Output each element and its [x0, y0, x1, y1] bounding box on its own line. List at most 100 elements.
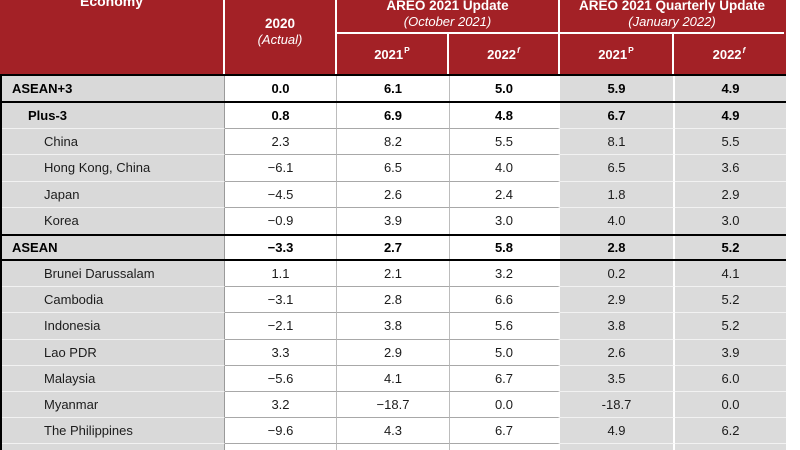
- areo-update-title: AREO 2021 Update: [386, 0, 509, 13]
- value-cell: 0.0: [675, 391, 786, 419]
- economy-cell: Hong Kong, China: [2, 155, 225, 182]
- value-cell: 2.4: [450, 181, 560, 208]
- table-row: Japan −4.5 2.6 2.4 1.8 2.9: [2, 181, 786, 208]
- value-cell: 4.1: [675, 260, 786, 288]
- value-cell: 0.0: [225, 76, 337, 101]
- value-cell: 2.9: [560, 287, 675, 314]
- header-2020-cell: 2020 (Actual): [225, 0, 337, 74]
- economy-cell: Indonesia: [2, 313, 225, 340]
- table-row: Korea −0.9 3.9 3.0 4.0 3.0: [2, 207, 786, 234]
- value-cell: 4.0: [450, 155, 560, 182]
- value-cell: 1.1: [225, 260, 337, 288]
- value-cell: −2.1: [225, 313, 337, 340]
- value-cell: [225, 444, 337, 450]
- value-cell: [675, 444, 786, 450]
- value-cell: 5.9: [560, 76, 675, 101]
- header-2020-actual: (Actual): [257, 32, 303, 47]
- economy-cell: ASEAN+3: [2, 76, 225, 101]
- value-cell: 2.6: [337, 181, 450, 208]
- value-cell: 4.1: [337, 365, 450, 392]
- value-cell: 2.1: [337, 260, 450, 288]
- economy-cell: Plus-3: [2, 103, 225, 130]
- table-row: Hong Kong, China −6.1 6.5 4.0 6.5 3.6: [2, 155, 786, 182]
- value-cell: 4.9: [560, 418, 675, 445]
- header-2021p-jan: 2021 P: [560, 34, 674, 74]
- value-cell: 2.8: [560, 235, 675, 259]
- header-2022f-jan: 2022 f: [712, 45, 746, 62]
- table-row: Lao PDR 3.3 2.9 5.0 2.6 3.9: [2, 339, 786, 366]
- header-group-areo-update: AREO 2021 Update (October 2021) 2021 P 20…: [337, 0, 560, 74]
- table-row: Malaysia −5.6 4.1 6.7 3.5 6.0: [2, 365, 786, 392]
- value-cell: 6.9: [337, 103, 450, 130]
- value-cell: 3.6: [675, 155, 786, 182]
- value-cell: 2.3: [225, 129, 337, 156]
- value-cell: 6.5: [560, 155, 675, 182]
- quarterly-update-title-cell: AREO 2021 Quarterly Update (January 2022…: [560, 0, 784, 34]
- value-cell: 3.9: [675, 339, 786, 366]
- table-row: Myanmar 3.2 −18.7 0.0 -18.7 0.0: [2, 391, 786, 419]
- areo-update-title-cell: AREO 2021 Update (October 2021): [337, 0, 558, 34]
- value-cell: 3.9: [337, 207, 450, 234]
- table-row: ASEAN+3 0.0 6.1 5.0 5.9 4.9: [2, 76, 786, 103]
- table-row: Brunei Darussalam 1.1 2.1 3.2 0.2 4.1: [2, 260, 786, 288]
- value-cell: −0.9: [225, 207, 337, 234]
- value-cell: -18.7: [560, 391, 675, 419]
- value-cell: −6.1: [225, 155, 337, 182]
- value-cell: 3.8: [560, 313, 675, 340]
- value-cell: 5.2: [675, 235, 786, 259]
- value-cell: 1.8: [560, 181, 675, 208]
- value-cell: 2.9: [337, 339, 450, 366]
- economy-header-label: Economy: [79, 0, 143, 9]
- value-cell: 6.7: [450, 365, 560, 392]
- economy-cell: Myanmar: [2, 391, 225, 419]
- value-cell: [560, 444, 675, 450]
- value-cell: 5.2: [675, 287, 786, 314]
- value-cell: −3.3: [225, 235, 337, 259]
- value-cell: 8.2: [337, 129, 450, 156]
- value-cell: 5.2: [675, 313, 786, 340]
- value-cell: 8.1: [560, 129, 675, 156]
- value-cell: −9.6: [225, 418, 337, 445]
- table-row: [2, 444, 786, 450]
- value-cell: [450, 444, 560, 450]
- value-cell: −5.6: [225, 365, 337, 392]
- areo-update-subtitle: (October 2021): [403, 14, 492, 29]
- economy-cell: Lao PDR: [2, 339, 225, 366]
- table-row: The Philippines −9.6 4.3 6.7 4.9 6.2: [2, 418, 786, 445]
- value-cell: 5.0: [450, 339, 560, 366]
- value-cell: 4.0: [560, 207, 675, 234]
- economy-cell: Brunei Darussalam: [2, 260, 225, 288]
- value-cell: 4.3: [337, 418, 450, 445]
- header-2021p-oct: 2021 P: [337, 34, 449, 74]
- value-cell: 5.0: [450, 76, 560, 101]
- value-cell: 3.0: [450, 207, 560, 234]
- quarterly-update-subtitle: (January 2022): [628, 14, 716, 29]
- quarterly-update-subcolumns: 2021 P 2022 f: [560, 34, 784, 74]
- header-economy-cell: Economy: [0, 0, 225, 74]
- value-cell: [337, 444, 450, 450]
- value-cell: 3.3: [225, 339, 337, 366]
- economy-cell: Cambodia: [2, 287, 225, 314]
- value-cell: 0.8: [225, 103, 337, 130]
- value-cell: 3.5: [560, 365, 675, 392]
- value-cell: 2.9: [675, 181, 786, 208]
- economy-cell: Korea: [2, 207, 225, 234]
- table-row: Cambodia −3.1 2.8 6.6 2.9 5.2: [2, 287, 786, 314]
- value-cell: 0.0: [450, 391, 560, 419]
- header-2020-year: 2020: [264, 16, 296, 31]
- table-row: China 2.3 8.2 5.5 8.1 5.5: [2, 129, 786, 156]
- table-row: ASEAN −3.3 2.7 5.8 2.8 5.2: [2, 233, 786, 261]
- value-cell: 2.7: [337, 235, 450, 259]
- economy-cell: China: [2, 129, 225, 156]
- table-row: Plus-3 0.8 6.9 4.8 6.7 4.9: [2, 103, 786, 130]
- value-cell: 5.6: [450, 313, 560, 340]
- value-cell: 6.5: [337, 155, 450, 182]
- areo-update-subcolumns: 2021 P 2022 f: [337, 34, 558, 74]
- value-cell: 5.5: [450, 129, 560, 156]
- value-cell: 3.8: [337, 313, 450, 340]
- value-cell: 6.2: [675, 418, 786, 445]
- table-row: Indonesia −2.1 3.8 5.6 3.8 5.2: [2, 313, 786, 340]
- value-cell: −4.5: [225, 181, 337, 208]
